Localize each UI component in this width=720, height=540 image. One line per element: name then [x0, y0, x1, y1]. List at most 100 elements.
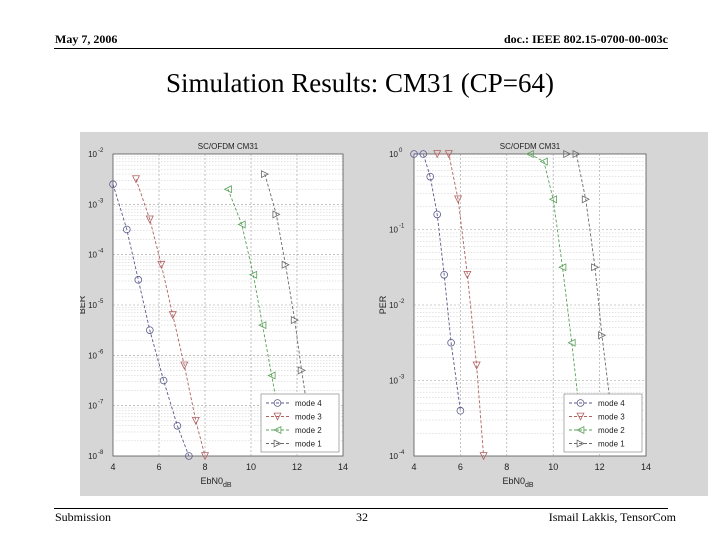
chart-title: SC/OFDM CM31 [500, 142, 561, 151]
data-point [157, 260, 166, 270]
y-tick-exponent: -6 [98, 349, 104, 355]
series-mode-3 [131, 175, 210, 461]
data-point [185, 452, 193, 460]
data-point [180, 361, 189, 370]
y-tick-exponent: -2 [98, 148, 104, 154]
y-tick-exponent: -1 [399, 224, 405, 230]
data-point [249, 270, 258, 279]
legend-entry: mode 4 [295, 399, 322, 408]
y-tick-exponent: -7 [98, 400, 104, 406]
y-tick-base: 10 [88, 251, 97, 260]
y-tick-base: 10 [88, 452, 97, 461]
x-tick-label: 8 [202, 462, 207, 472]
x-tick-label: 12 [595, 462, 605, 472]
legend-entry: mode 1 [295, 440, 322, 449]
x-tick-label: 4 [411, 462, 416, 472]
y-tick-exponent: -4 [399, 450, 405, 456]
data-point [159, 376, 168, 385]
data-point [281, 260, 290, 269]
data-point [572, 149, 581, 159]
y-axis-label: BER [80, 295, 87, 314]
data-point [598, 331, 607, 340]
legend-marker [576, 425, 585, 435]
data-point [447, 338, 455, 347]
legend-entry: mode 3 [295, 413, 322, 422]
series-line [437, 153, 485, 457]
y-tick-base: 10 [389, 377, 398, 386]
y-tick-base: 10 [88, 351, 97, 360]
header-rule [54, 48, 668, 49]
footer-rule [54, 508, 668, 509]
legend-entry: mode 2 [598, 426, 625, 435]
data-point [567, 338, 576, 347]
y-axis-label: PER [378, 295, 388, 314]
x-axis-label-main: EbN0 [502, 476, 525, 486]
y-tick-base: 10 [88, 402, 97, 411]
data-point [444, 150, 453, 159]
data-point [109, 180, 117, 188]
series-line [414, 153, 461, 411]
chart-title: SC/OFDM CM31 [198, 142, 259, 151]
data-point [539, 157, 548, 166]
x-axis-label-main: EbN0 [200, 476, 223, 486]
y-tick-exponent: 0 [399, 148, 403, 154]
data-point [134, 276, 143, 284]
data-point [581, 195, 590, 204]
series-line [135, 179, 206, 457]
data-point [223, 185, 232, 194]
x-tick-label: 6 [458, 462, 463, 472]
slide-title: Simulation Results: CM31 (CP=64) [165, 68, 555, 98]
data-point [258, 321, 267, 330]
data-point [122, 225, 131, 234]
y-tick-base: 10 [88, 301, 97, 310]
x-tick-label: 14 [641, 462, 651, 472]
footer-submission: Submission [55, 510, 112, 524]
data-point [463, 270, 472, 280]
x-tick-label: 12 [292, 462, 302, 472]
series-line [264, 173, 309, 416]
series-line [227, 189, 282, 426]
y-tick-base: 10 [389, 452, 398, 461]
legend-marker [576, 412, 585, 421]
data-point [456, 406, 465, 415]
data-point [591, 263, 600, 272]
x-tick-label: 10 [548, 462, 558, 472]
legend-entry: mode 3 [598, 413, 625, 422]
legend-marker [576, 439, 585, 448]
figure-panel: SC/OFDM CM31 4 6 8 10 12 14 10 -2 10 -3 10 -4 10 -5 10-… [80, 132, 708, 496]
data-point [472, 361, 481, 370]
y-tick-exponent: -8 [98, 450, 104, 456]
data-point [131, 175, 141, 184]
data-point [168, 311, 177, 320]
x-tick-label: 8 [504, 462, 509, 472]
series-mode-4 [109, 180, 193, 460]
y-tick-base: 10 [389, 226, 398, 235]
series-line [567, 153, 612, 411]
y-tick-base: 10 [389, 150, 398, 159]
header-doc-id: doc.: IEEE 802.15-0700-00-003c [504, 32, 668, 46]
data-point [558, 263, 567, 272]
legend-marker [273, 425, 282, 435]
x-tick-label: 6 [156, 462, 161, 472]
series-line [112, 184, 190, 457]
y-tick-exponent: -3 [399, 375, 405, 381]
x-axis-label: EbN0dB [200, 476, 231, 489]
data-point [479, 452, 488, 461]
header-date: May 7, 2006 [55, 32, 118, 46]
data-point [146, 326, 154, 334]
footer-page-number: 32 [356, 510, 368, 524]
data-point [145, 215, 154, 224]
y-tick-exponent: -2 [399, 299, 405, 305]
data-point [191, 416, 200, 426]
data-point [426, 172, 435, 181]
footer-author: Ismail Lakkis, TensorCom [548, 510, 676, 524]
y-tick-exponent: -4 [98, 249, 104, 255]
legend: mode 4 mode 3 mode 2 mode 1 [260, 393, 340, 453]
y-tick-exponent: -5 [98, 299, 104, 305]
legend-marker [273, 439, 282, 448]
data-point [272, 210, 281, 219]
series-mode-1 [260, 170, 313, 420]
x-tick-label: 4 [110, 462, 115, 472]
